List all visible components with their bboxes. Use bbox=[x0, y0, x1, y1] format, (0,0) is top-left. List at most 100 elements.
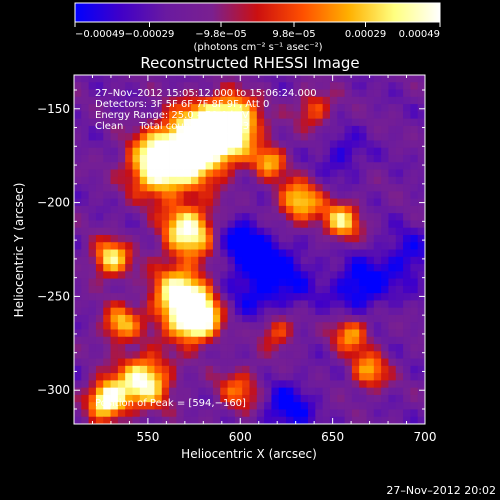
heatmap-cell bbox=[74, 336, 82, 345]
heatmap-cell bbox=[234, 111, 243, 120]
heatmap-cell bbox=[132, 140, 141, 149]
heatmap-cell bbox=[227, 220, 236, 229]
heatmap-cell bbox=[373, 344, 382, 352]
heatmap-cell bbox=[103, 75, 111, 83]
heatmap-cell bbox=[227, 293, 236, 301]
heatmap-cell bbox=[154, 365, 163, 374]
heatmap-cell bbox=[373, 380, 382, 389]
heatmap-cell bbox=[417, 373, 425, 381]
heatmap-cell bbox=[410, 198, 419, 207]
heatmap-cell bbox=[286, 416, 294, 424]
heatmap-cell bbox=[103, 293, 111, 301]
heatmap-cell bbox=[286, 264, 294, 272]
heatmap-cell bbox=[147, 300, 155, 309]
heatmap-cell bbox=[198, 133, 207, 141]
heatmap-cell bbox=[88, 118, 97, 127]
heatmap-cell bbox=[103, 104, 111, 112]
heatmap-cell bbox=[293, 271, 302, 279]
heatmap-cell bbox=[373, 416, 382, 424]
heatmap-cell bbox=[220, 249, 228, 258]
heatmap-cell bbox=[388, 351, 397, 359]
heatmap-cell bbox=[249, 256, 258, 265]
heatmap-cell bbox=[234, 213, 243, 221]
heatmap-cell bbox=[117, 329, 126, 338]
heatmap-cell bbox=[366, 176, 375, 185]
heatmap-cell bbox=[198, 365, 207, 374]
heatmap-cell bbox=[183, 234, 192, 243]
heatmap-cell bbox=[139, 162, 148, 170]
heatmap-cell bbox=[147, 344, 155, 352]
heatmap-cell bbox=[125, 307, 133, 316]
heatmap-cell bbox=[154, 351, 163, 359]
heatmap-cell bbox=[271, 373, 280, 381]
heatmap-cell bbox=[417, 89, 425, 98]
heatmap-cell bbox=[147, 394, 155, 403]
heatmap-cell bbox=[278, 314, 287, 323]
heatmap-cell bbox=[344, 176, 353, 185]
heatmap-cell bbox=[81, 162, 90, 170]
heatmap-cell bbox=[103, 184, 111, 192]
heatmap-cell bbox=[293, 125, 302, 134]
heatmap-cell bbox=[161, 256, 170, 265]
heatmap-cell bbox=[271, 256, 280, 265]
heatmap-cell bbox=[212, 314, 221, 323]
heatmap-cell bbox=[293, 322, 302, 330]
heatmap-cell bbox=[139, 96, 148, 105]
heatmap-cell bbox=[81, 184, 90, 192]
heatmap-cell bbox=[403, 314, 411, 323]
heatmap-cell bbox=[74, 176, 82, 185]
heatmap-cell bbox=[191, 82, 199, 90]
heatmap-cell bbox=[417, 416, 425, 424]
heatmap-cell bbox=[344, 220, 353, 229]
heatmap-cell bbox=[417, 227, 425, 236]
heatmap-cell bbox=[410, 409, 419, 418]
heatmap-cell bbox=[161, 344, 170, 352]
heatmap-cell bbox=[183, 191, 192, 199]
heatmap-cell bbox=[329, 220, 338, 229]
heatmap-cell bbox=[117, 256, 126, 265]
heatmap-cell bbox=[81, 329, 90, 338]
heatmap-cell bbox=[271, 133, 280, 141]
heatmap-cell bbox=[198, 285, 207, 294]
heatmap-cell bbox=[205, 264, 214, 272]
heatmap-cell bbox=[220, 373, 228, 381]
heatmap-cell bbox=[417, 184, 425, 192]
heatmap-cell bbox=[191, 336, 199, 345]
heatmap-cell bbox=[191, 169, 199, 178]
heatmap-cell bbox=[205, 205, 214, 214]
heatmap-cell bbox=[161, 336, 170, 345]
heatmap-cell bbox=[329, 198, 338, 207]
heatmap-cell bbox=[264, 322, 272, 330]
heatmap-cell bbox=[395, 336, 404, 345]
heatmap-cell bbox=[125, 264, 133, 272]
heatmap-cell bbox=[88, 256, 97, 265]
heatmap-cell bbox=[205, 75, 214, 83]
heatmap-cell bbox=[366, 220, 375, 229]
heatmap-cell bbox=[286, 409, 294, 418]
heatmap-cell bbox=[308, 176, 316, 185]
heatmap-cell bbox=[344, 213, 353, 221]
heatmap-cell bbox=[242, 329, 250, 338]
heatmap-cell bbox=[169, 358, 177, 367]
heatmap-cell bbox=[417, 264, 425, 272]
heatmap-cell bbox=[205, 329, 214, 338]
heatmap-cell bbox=[410, 249, 419, 258]
heatmap-cell bbox=[117, 351, 126, 359]
heatmap-cell bbox=[264, 249, 272, 258]
heatmap-cell bbox=[183, 184, 192, 192]
heatmap-cell bbox=[81, 409, 90, 418]
heatmap-cell bbox=[395, 191, 404, 199]
heatmap-cell bbox=[286, 314, 294, 323]
heatmap-cell bbox=[132, 111, 141, 120]
heatmap-cell bbox=[308, 278, 316, 287]
heatmap-cell bbox=[191, 198, 199, 207]
heatmap-cell bbox=[395, 351, 404, 359]
heatmap-cell bbox=[234, 402, 243, 410]
heatmap-cell bbox=[329, 278, 338, 287]
heatmap-cell bbox=[132, 351, 141, 359]
heatmap-cell bbox=[322, 293, 331, 301]
heatmap-cell bbox=[286, 111, 294, 120]
heatmap-cell bbox=[256, 373, 265, 381]
heatmap-cell bbox=[256, 147, 265, 156]
heatmap-cell bbox=[410, 416, 419, 424]
